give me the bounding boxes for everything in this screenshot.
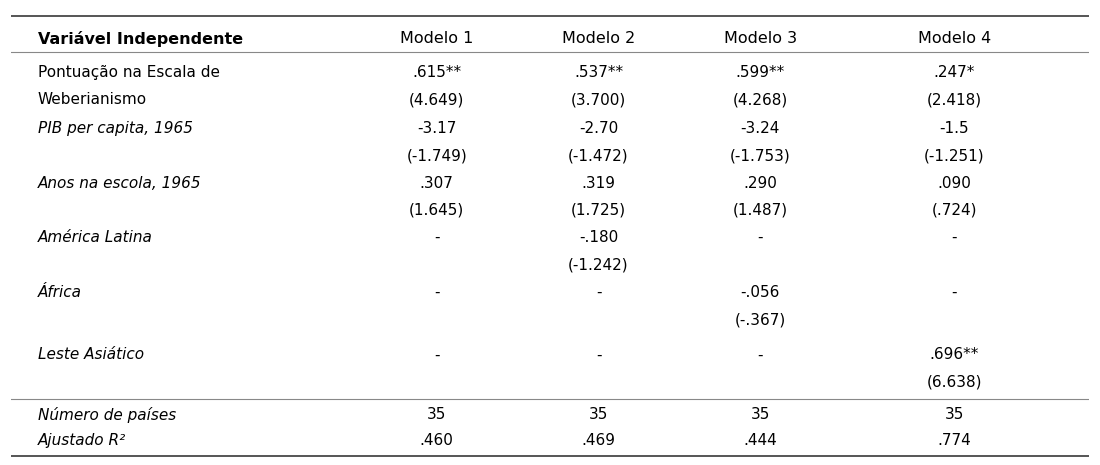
Text: (-1.753): (-1.753): [729, 148, 791, 163]
Text: -: -: [952, 285, 957, 300]
Text: (.724): (.724): [932, 203, 977, 218]
Text: .460: .460: [420, 433, 453, 448]
Text: (1.645): (1.645): [409, 203, 464, 218]
Text: -.180: -.180: [579, 230, 618, 245]
Text: (-1.242): (-1.242): [569, 258, 629, 272]
Text: -: -: [952, 230, 957, 245]
Text: (-1.749): (-1.749): [406, 148, 468, 163]
Text: -: -: [758, 347, 763, 362]
Text: .469: .469: [582, 433, 616, 448]
Text: .319: .319: [582, 176, 616, 191]
Text: .090: .090: [937, 176, 971, 191]
Text: (-1.251): (-1.251): [924, 148, 984, 163]
Text: África: África: [37, 285, 81, 300]
Text: Modelo 3: Modelo 3: [724, 31, 796, 46]
Text: -.056: -.056: [740, 285, 780, 300]
Text: -: -: [434, 285, 440, 300]
Text: .290: .290: [744, 176, 777, 191]
Text: .774: .774: [937, 433, 971, 448]
Text: América Latina: América Latina: [37, 230, 153, 245]
Text: Modelo 1: Modelo 1: [400, 31, 473, 46]
Text: .537**: .537**: [574, 65, 623, 80]
Text: (1.487): (1.487): [733, 203, 788, 218]
Text: Modelo 4: Modelo 4: [917, 31, 991, 46]
Text: Número de países: Número de países: [37, 406, 176, 423]
Text: (2.418): (2.418): [926, 92, 982, 107]
Text: .307: .307: [420, 176, 453, 191]
Text: (4.649): (4.649): [409, 92, 464, 107]
Text: .247*: .247*: [934, 65, 975, 80]
Text: -: -: [596, 347, 602, 362]
Text: Anos na escola, 1965: Anos na escola, 1965: [37, 176, 201, 191]
Text: (6.638): (6.638): [926, 375, 982, 390]
Text: (-1.472): (-1.472): [569, 148, 629, 163]
Text: .696**: .696**: [930, 347, 979, 362]
Text: (4.268): (4.268): [733, 92, 788, 107]
Text: .615**: .615**: [412, 65, 461, 80]
Text: Ajustado R²: Ajustado R²: [37, 433, 127, 448]
Text: (3.700): (3.700): [571, 92, 626, 107]
Text: 35: 35: [588, 406, 608, 422]
Text: -: -: [758, 230, 763, 245]
Text: -3.24: -3.24: [740, 121, 780, 136]
Text: 35: 35: [427, 406, 447, 422]
Text: -2.70: -2.70: [579, 121, 618, 136]
Text: 35: 35: [945, 406, 964, 422]
Text: -: -: [596, 285, 602, 300]
Text: (1.725): (1.725): [571, 203, 626, 218]
Text: PIB per capita, 1965: PIB per capita, 1965: [37, 121, 192, 136]
Text: Leste Asiático: Leste Asiático: [37, 347, 144, 362]
Text: -3.17: -3.17: [417, 121, 456, 136]
Text: Variável Independente: Variável Independente: [37, 31, 243, 47]
Text: .599**: .599**: [736, 65, 784, 80]
Text: Modelo 2: Modelo 2: [562, 31, 635, 46]
Text: -: -: [434, 347, 440, 362]
Text: Pontuação na Escala de: Pontuação na Escala de: [37, 65, 220, 80]
Text: 35: 35: [750, 406, 770, 422]
Text: (-.367): (-.367): [735, 312, 785, 327]
Text: Weberianismo: Weberianismo: [37, 92, 147, 107]
Text: -: -: [434, 230, 440, 245]
Text: -1.5: -1.5: [939, 121, 969, 136]
Text: .444: .444: [744, 433, 777, 448]
